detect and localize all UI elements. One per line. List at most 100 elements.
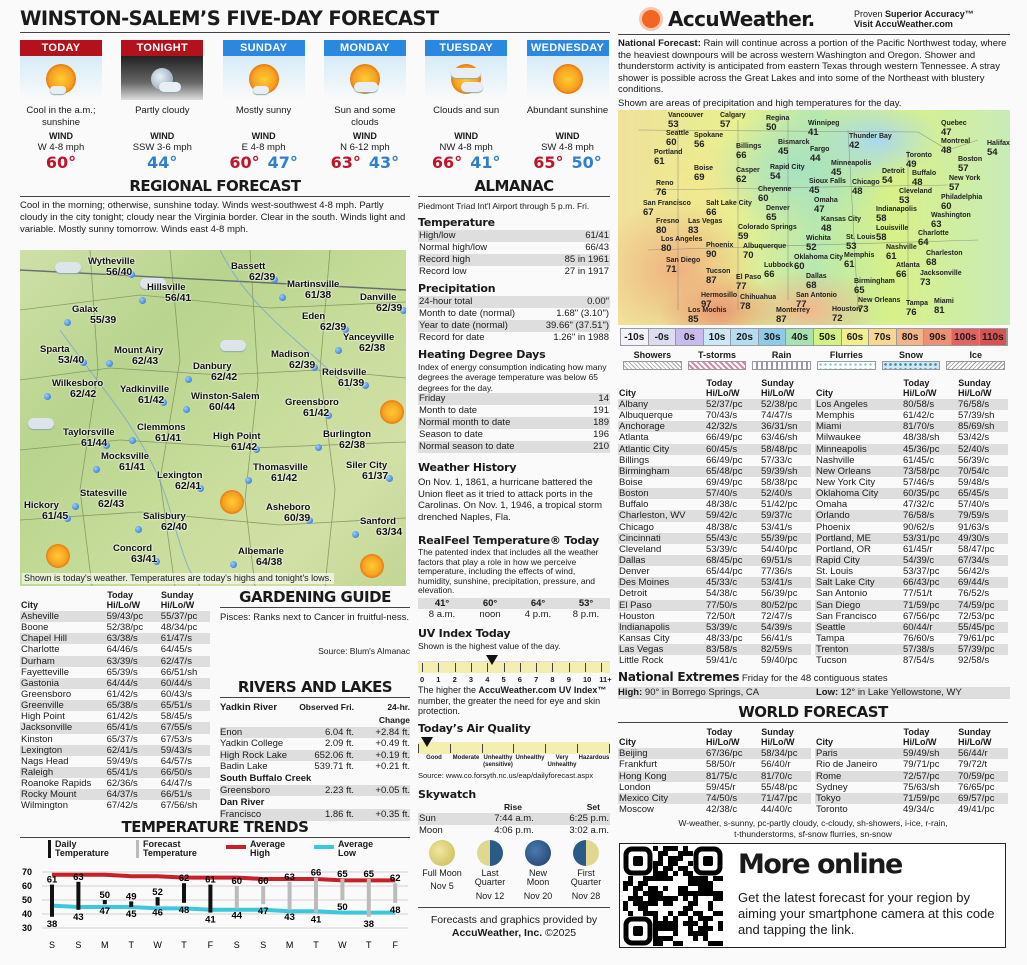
- x-tick-label: T: [366, 940, 372, 950]
- realfeel-temp: 60°: [482, 597, 498, 609]
- qr-module: [643, 881, 648, 886]
- city-name: Memphis: [844, 252, 875, 259]
- extremes-heading: National Extremes: [618, 670, 740, 684]
- qr-module: [628, 881, 633, 886]
- uv-scale-label: 7: [534, 675, 539, 685]
- temp-band: -0s: [648, 329, 677, 345]
- city-high: 67: [643, 207, 654, 218]
- today-forecast: 72/57/pc: [903, 770, 940, 782]
- qr-module: [688, 931, 693, 936]
- city-name: Rocky Mount: [21, 789, 77, 801]
- qr-module: [668, 876, 673, 881]
- qr-module: [703, 881, 708, 886]
- qr-code[interactable]: [623, 846, 723, 946]
- national-map-city: Lubbock 66: [764, 262, 793, 280]
- today-forecast: 80/58/s: [903, 399, 935, 410]
- city-temp: 60/39: [284, 512, 311, 524]
- table-row: Rapid City 54/39/c 67/34/s: [815, 554, 1008, 567]
- table-row: Oklahoma City 60/35/pc 65/45/s: [815, 488, 1008, 500]
- qr-module: [638, 886, 643, 891]
- today-forecast: 68/45/pc: [706, 554, 743, 566]
- sunday-forecast: 77/36/s: [761, 566, 793, 578]
- sunday-forecast: 44/40/c: [761, 804, 793, 816]
- city-name: Nags Head: [21, 755, 69, 767]
- precip-label: Ice: [969, 350, 982, 360]
- qr-module: [713, 896, 718, 901]
- header-spacer: [21, 590, 107, 600]
- precipitation-row: Year to date (normal) 39.66" (37.51"): [418, 319, 610, 332]
- qr-module: [653, 916, 658, 921]
- today-forecast: 76/58/s: [903, 510, 935, 522]
- city-name: Milwaukee: [816, 432, 861, 444]
- city-name: Toronto: [816, 804, 848, 816]
- map-city-label: High Point 61/42: [213, 432, 261, 453]
- sunday-forecast: 56/41/s: [761, 632, 793, 644]
- city-name: New York City: [816, 476, 876, 488]
- national-map-city: Miami 81: [934, 298, 954, 316]
- table-row: Des Moines 45/33/c 53/41/s: [618, 577, 811, 589]
- qr-module: [703, 891, 708, 896]
- forecast-temp-bar: [393, 883, 398, 903]
- qr-module: [678, 886, 683, 891]
- national-map-city: Houston 72: [832, 306, 860, 324]
- national-map-city: Detroit 54: [882, 168, 905, 186]
- table-row: Dallas 68/45/pc 69/51/s: [618, 554, 811, 567]
- city-name: Chapel Hill: [21, 633, 67, 645]
- national-map-city: Tampa 76: [906, 300, 928, 318]
- row-label: Record for date: [419, 331, 485, 343]
- qr-module: [693, 901, 698, 906]
- uv-tick: [503, 663, 505, 673]
- regional-map-caption: Shown is today's weather. Temperatures a…: [22, 573, 334, 584]
- city-name: Siler City: [346, 460, 388, 471]
- cloud-shape: [353, 82, 378, 92]
- national-table-left: Today Sunday City Hi/Lo/W Hi/Lo/W Albany 52/37…: [618, 378, 811, 666]
- qr-module: [663, 901, 668, 906]
- accuweather-link[interactable]: Visit AccuWeather.com: [854, 19, 953, 29]
- legend-avg-high-swatch: [226, 845, 246, 849]
- city-name: Danville: [360, 292, 397, 303]
- air-source: Source: www.co.forsyth.nc.us/eap/dailyfo…: [418, 770, 594, 780]
- qr-module: [703, 886, 708, 891]
- uv-scale-label: 3: [468, 675, 474, 685]
- table-header: City Hi/Lo/W Hi/Lo/W: [618, 388, 811, 398]
- today-forecast: 42/32/s: [706, 421, 738, 433]
- city-dot: [185, 376, 192, 383]
- temp-band: 50s: [814, 329, 842, 345]
- header-spacer: [816, 727, 904, 737]
- row-label: Month to date (normal): [419, 307, 516, 319]
- city-name: Phoenix: [706, 242, 734, 249]
- map-city-label: Albemarle 64/38: [238, 547, 284, 568]
- city-name: Tampa: [906, 300, 929, 307]
- x-tick-label: M: [286, 940, 294, 950]
- qr-module: [638, 881, 643, 886]
- table-row: Roanoke Rapids 62/36/s 64/47/s: [20, 778, 210, 789]
- qr-module: [658, 876, 663, 881]
- uv-tick: [487, 663, 489, 673]
- today-forecast: 81/75/c: [706, 770, 738, 782]
- moon-phase-last-quarter: Last Quarter Nov 12: [466, 839, 514, 902]
- x-tick-label: T: [313, 940, 319, 950]
- table-row: Buffalo 48/38/c 51/42/pc: [618, 499, 811, 510]
- qr-module: [643, 891, 648, 896]
- qr-module: [663, 846, 668, 851]
- uv-scale-label: 5: [501, 675, 506, 685]
- table-row: Rome 72/57/pc 70/59/pc: [815, 770, 1008, 782]
- map-city-label: Greensboro 61/42: [285, 398, 339, 419]
- row-label: Normal high/low: [419, 241, 488, 253]
- station-name: Yadkin College: [220, 738, 284, 750]
- sunday-forecast: 69/44/s: [958, 577, 990, 589]
- qr-module: [718, 941, 723, 946]
- sunday-forecast: 67/34/s: [958, 554, 990, 566]
- air-tick: [608, 743, 610, 753]
- national-map-city: Fresno 80: [656, 218, 679, 236]
- history-text: On Nov. 1, 1861, a hurricane battered th…: [418, 477, 603, 523]
- last-quarter-moon-icon: [477, 839, 503, 866]
- qr-module: [648, 876, 653, 881]
- city-name: Montreal: [941, 138, 971, 145]
- city-name: Frankfurt: [619, 759, 658, 771]
- set-time: 3:02 a.m.: [569, 824, 609, 836]
- today-forecast: 63/38/s: [106, 633, 138, 645]
- header-sunday: Sunday: [761, 378, 794, 388]
- uv-scale-label: 0: [420, 675, 425, 685]
- city-name: Paris: [816, 748, 838, 759]
